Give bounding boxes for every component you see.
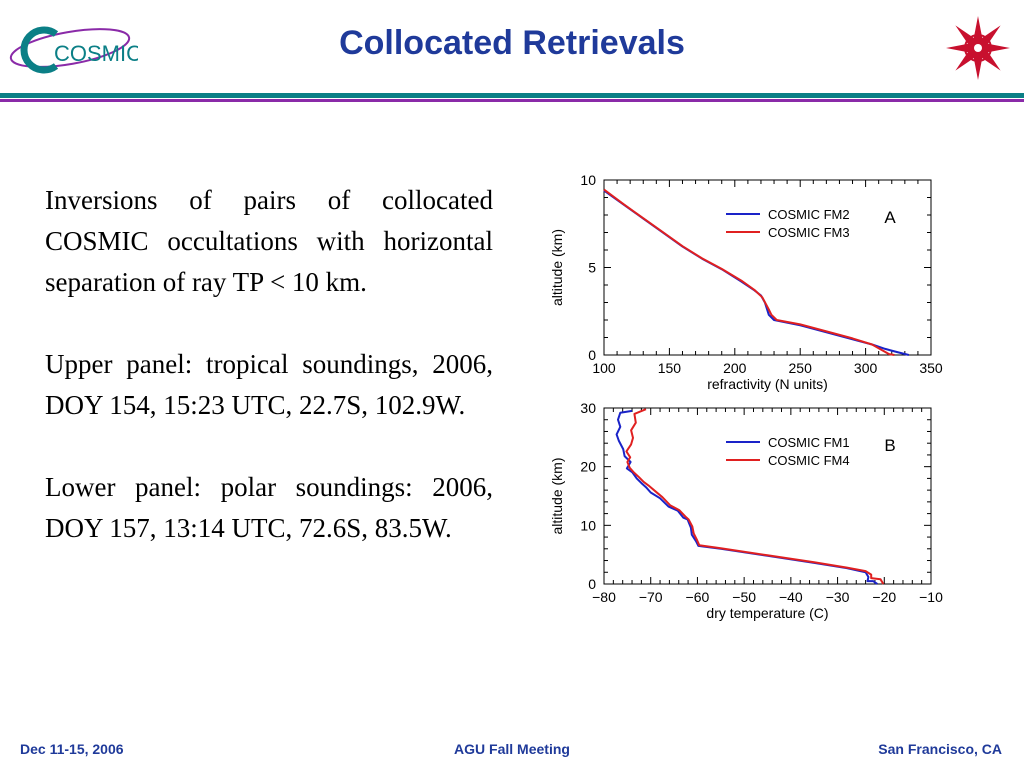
panel-b-y-tick-label: 10 bbox=[580, 517, 596, 533]
header-rule-teal bbox=[0, 93, 1024, 98]
panel-a-legend-label: COSMIC FM2 bbox=[768, 207, 850, 222]
panel-a-x-tick-label: 350 bbox=[919, 360, 943, 376]
panel-a-y-tick-label: 10 bbox=[580, 172, 596, 188]
panel-b-legend-label: COSMIC FM4 bbox=[768, 453, 850, 468]
panel-b-y-axis-label: altitude (km) bbox=[549, 457, 565, 534]
panel-a-series-1-line bbox=[603, 189, 910, 356]
panel-b-x-tick-label: −70 bbox=[639, 589, 663, 605]
panel-b-y-tick-label: 0 bbox=[588, 576, 596, 592]
panel-a-x-tick-label: 200 bbox=[723, 360, 747, 376]
panel-a-label: A bbox=[884, 208, 896, 227]
panel-a-y-tick-label: 5 bbox=[588, 260, 596, 276]
footer-location: San Francisco, CA bbox=[878, 741, 1002, 757]
panel-b-x-tick-label: −40 bbox=[779, 589, 803, 605]
footer-date: Dec 11-15, 2006 bbox=[20, 741, 124, 757]
panel-a-x-tick-label: 250 bbox=[789, 360, 813, 376]
panel-b-series-2-line bbox=[625, 408, 885, 585]
panel-b-x-tick-label: −10 bbox=[919, 589, 943, 605]
panel-b-x-axis-label: dry temperature (C) bbox=[706, 605, 828, 621]
panel-b-label: B bbox=[884, 436, 895, 455]
footer-meeting: AGU Fall Meeting bbox=[454, 741, 570, 757]
body-text: Inversions of pairs of collocated COSMIC… bbox=[45, 180, 493, 590]
panel-a-legend-label: COSMIC FM3 bbox=[768, 225, 850, 240]
paragraph-lower-panel: Lower panel: polar soundings: 2006, DOY … bbox=[45, 472, 493, 543]
panel-a-x-tick-label: 300 bbox=[854, 360, 878, 376]
panel-b-y-tick-label: 30 bbox=[580, 400, 596, 416]
panel-a-y-axis-label: altitude (km) bbox=[549, 229, 565, 306]
panel-a-x-axis-label: refractivity (N units) bbox=[707, 376, 828, 392]
panel-b-x-tick-label: −30 bbox=[826, 589, 850, 605]
panel-a-series-2-line bbox=[603, 188, 895, 356]
cosmic-logo: COSMIC bbox=[9, 26, 138, 74]
paragraph-upper-panel: Upper panel: tropical soundings, 2006, D… bbox=[45, 349, 493, 420]
panel-b-x-tick-label: −20 bbox=[872, 589, 896, 605]
panel-b-legend-label: COSMIC FM1 bbox=[768, 435, 850, 450]
panel-a-y-tick-label: 0 bbox=[588, 347, 596, 363]
panel-b-x-tick-label: −50 bbox=[732, 589, 756, 605]
panel-b-y-tick-label: 20 bbox=[580, 459, 596, 475]
panel-b-frame bbox=[603, 407, 932, 585]
slide-title: Collocated Retrievals bbox=[339, 24, 685, 62]
panel-a-x-tick-label: 150 bbox=[658, 360, 682, 376]
star-emblem-icon bbox=[946, 16, 1010, 80]
header-rule-purple bbox=[0, 99, 1024, 102]
logo-text: COSMIC bbox=[54, 41, 138, 66]
panel-a-x-tick-label: 100 bbox=[592, 360, 616, 376]
paragraph-collocation: Inversions of pairs of collocated COSMIC… bbox=[45, 185, 493, 297]
panel-b-x-tick-label: −60 bbox=[686, 589, 710, 605]
panel-b-x-tick-label: −80 bbox=[592, 589, 616, 605]
